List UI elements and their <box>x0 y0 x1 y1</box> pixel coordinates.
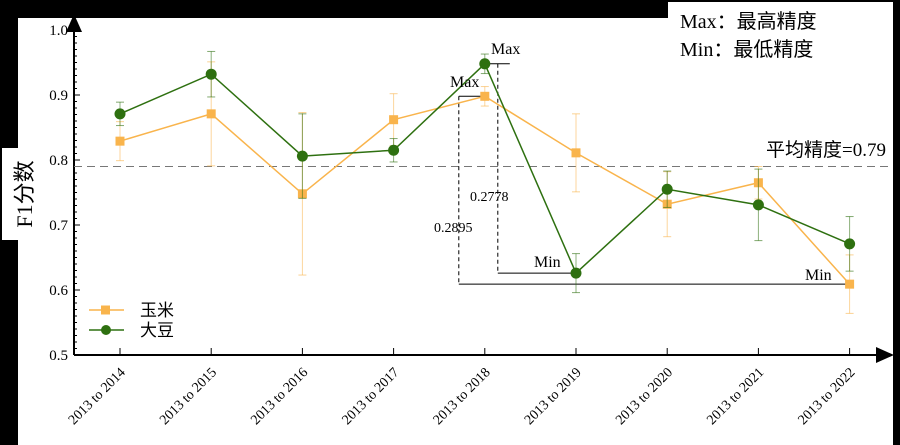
soy-diff-label: 0.2778 <box>470 190 509 205</box>
corn-max-label: Max <box>450 74 479 91</box>
data-point <box>661 183 673 195</box>
x-tick-label: 2013 to 2018 <box>431 365 494 428</box>
y-tick-label: 0.8 <box>49 153 68 169</box>
data-point <box>206 109 216 119</box>
series-soybean <box>114 50 856 294</box>
soy-min-label: Min <box>534 254 561 271</box>
data-point <box>480 91 490 101</box>
note-line-2: Min：最低精度 <box>680 38 813 61</box>
y-label-box <box>2 148 42 240</box>
plot-panel <box>18 18 893 445</box>
note-box <box>668 2 893 66</box>
legend-label: 玉米 <box>140 301 174 320</box>
note-line-1: Max：最高精度 <box>680 10 817 33</box>
data-point <box>845 279 855 289</box>
x-tick-label: 2013 to 2019 <box>522 365 585 428</box>
reference-line-label: 平均精度=0.79 <box>766 139 886 161</box>
y-tick-label: 0.6 <box>49 283 68 299</box>
data-point <box>389 115 399 125</box>
x-tick-label: 2013 to 2016 <box>248 365 311 428</box>
legend-label: 大豆 <box>140 321 174 340</box>
y-axis-label: F1分数 <box>12 160 37 227</box>
y-tick-label: 1.0 <box>49 23 68 39</box>
x-tick-label: 2013 to 2014 <box>66 365 129 428</box>
legend-marker <box>101 325 111 335</box>
data-point <box>114 108 126 120</box>
soy-max-label: Max <box>491 41 520 58</box>
y-tick-label: 0.5 <box>49 348 68 364</box>
legend-marker <box>101 305 110 315</box>
corn-diff-label: 0.2895 <box>434 221 473 236</box>
data-point <box>844 238 856 250</box>
series-corn <box>115 61 855 314</box>
data-point <box>388 144 400 156</box>
data-point <box>115 136 125 146</box>
corn-min-label: Min <box>805 267 832 284</box>
y-tick-label: 0.9 <box>49 88 68 104</box>
data-point <box>570 267 582 279</box>
x-tick-label: 2013 to 2022 <box>796 365 859 428</box>
data-point <box>752 199 764 211</box>
y-tick-label: 0.7 <box>49 218 68 234</box>
x-tick-label: 2013 to 2017 <box>340 365 403 428</box>
data-point <box>296 150 308 162</box>
x-tick-label: 2013 to 2015 <box>157 365 220 428</box>
data-point <box>571 148 581 158</box>
data-point <box>479 58 491 70</box>
x-tick-label: 2013 to 2020 <box>613 365 676 428</box>
x-tick-label: 2013 to 2021 <box>704 365 767 428</box>
data-point <box>205 68 217 80</box>
